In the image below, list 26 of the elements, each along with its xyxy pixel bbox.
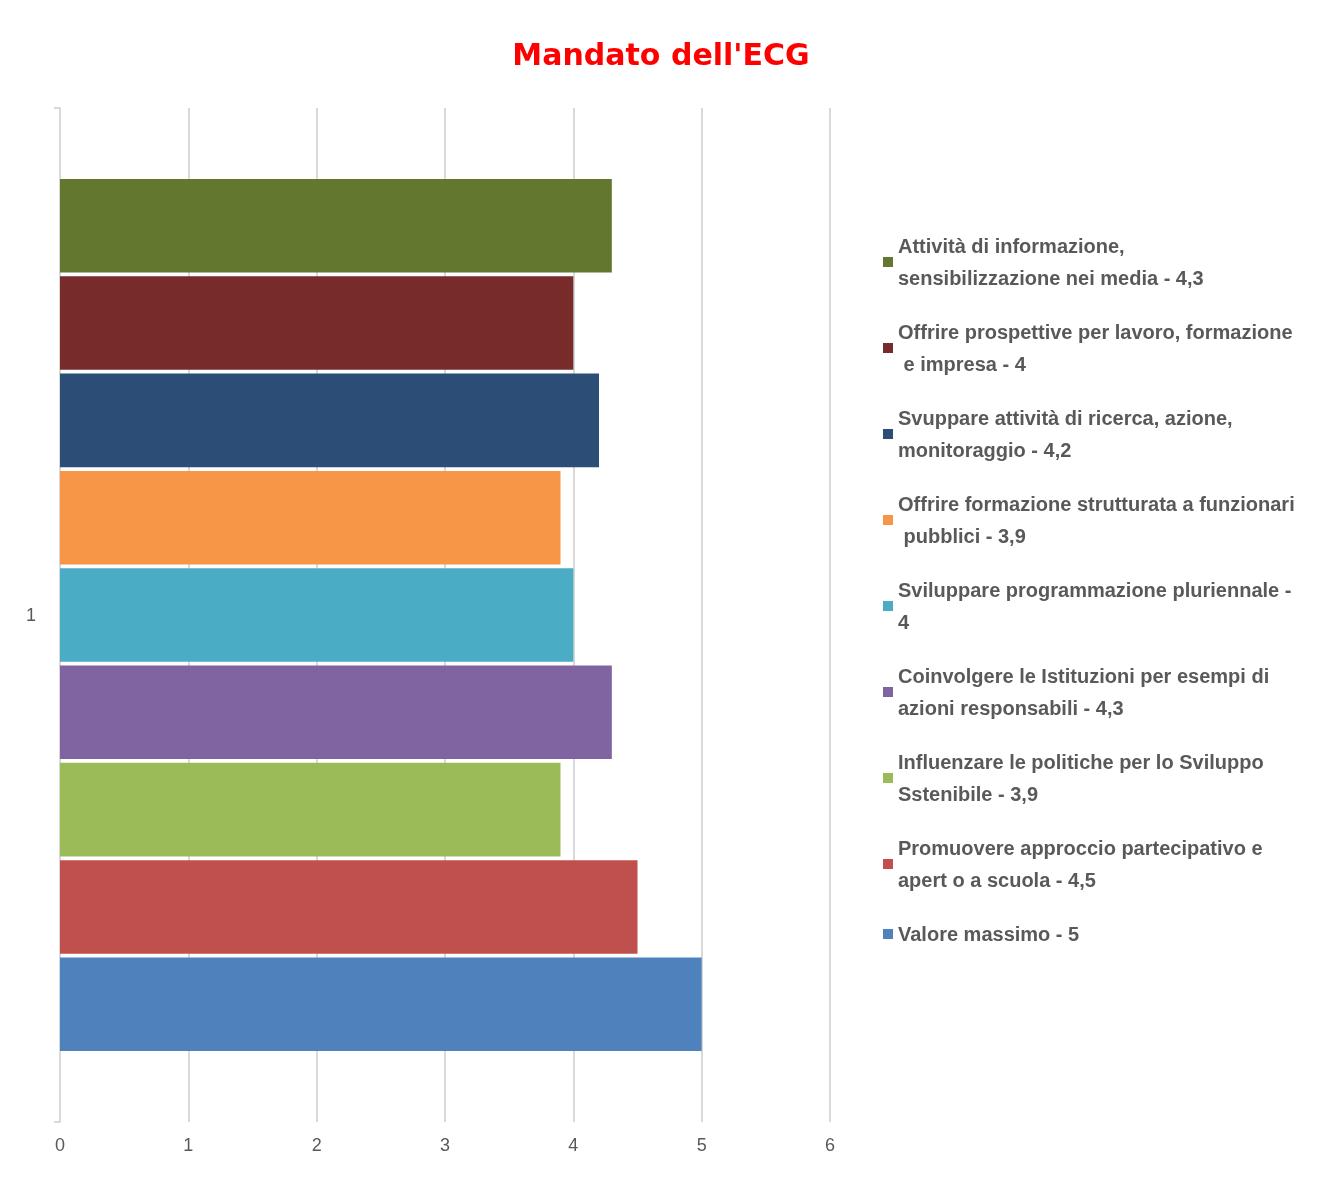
legend-label: Svuppare attività di ricerca, azione, monitoraggio - 4,2 xyxy=(898,407,1239,461)
bar xyxy=(60,762,561,857)
legend-label: Coinvolgere le Istituzioni per esempi di azioni responsabili - 4,3 xyxy=(898,665,1275,719)
legend-label: Valore massimo - 5 xyxy=(898,923,1080,945)
bar xyxy=(60,470,561,565)
legend-label: Offrire prospettive per lavoro, formazione e impresa - 4 xyxy=(898,321,1293,375)
bar xyxy=(60,957,702,1052)
x-tick-label: 2 xyxy=(311,1135,322,1155)
legend-label: Attività di informazione, sensibilizzazione nei media - 4,3 xyxy=(898,235,1204,289)
legend-label: Influenzare le politiche per lo Sviluppo Sstenibile - 3,9 xyxy=(898,751,1270,805)
bar xyxy=(60,568,574,662)
x-tick-label: 6 xyxy=(824,1135,836,1155)
x-tick-label: 0 xyxy=(54,1135,66,1155)
x-tick-label: 3 xyxy=(439,1135,451,1155)
legend-label: Promuovere approccio partecipativo e apert o a scuola - 4,5 xyxy=(898,837,1269,891)
legend-label: Offrire formazione strutturata a funzionari pubblici - 3,9 xyxy=(898,493,1295,547)
bar xyxy=(60,373,599,468)
x-tick-label: 1 xyxy=(183,1135,194,1155)
bar xyxy=(60,665,612,760)
bar xyxy=(60,178,612,273)
legend-label: Sviluppare programmazione pluriennale - 4 xyxy=(898,579,1297,633)
chart-title: Mandato dell'ECG xyxy=(512,36,810,72)
x-tick-label: 4 xyxy=(568,1135,579,1155)
x-tick-label: 5 xyxy=(696,1135,707,1155)
bar xyxy=(60,276,574,370)
bar xyxy=(60,860,638,954)
